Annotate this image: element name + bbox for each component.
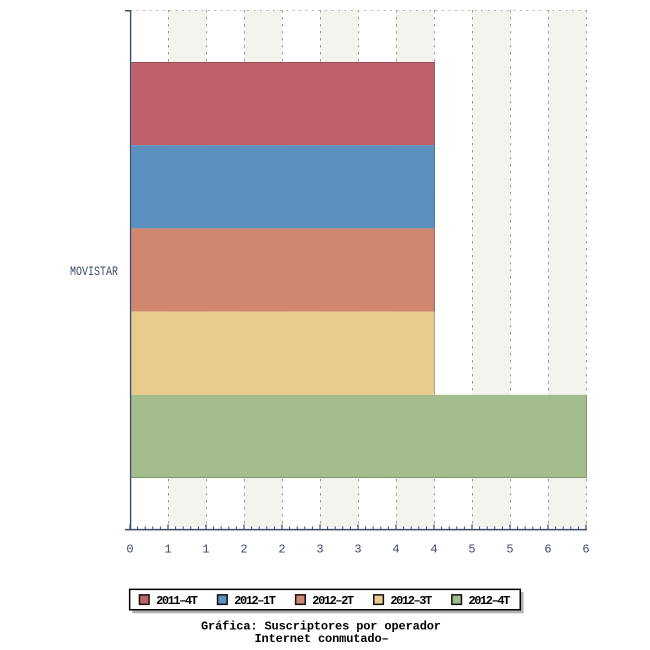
svg-text:4: 4: [392, 543, 399, 557]
svg-text:2: 2: [240, 543, 247, 557]
svg-text:1: 1: [164, 543, 171, 557]
svg-text:2: 2: [278, 543, 285, 557]
svg-text:5: 5: [468, 543, 475, 557]
svg-text:2012–4T: 2012–4T: [469, 594, 511, 608]
svg-text:2012–1T: 2012–1T: [234, 594, 276, 608]
svg-text:3: 3: [354, 543, 361, 557]
svg-text:Internet conmutado–: Internet conmutado–: [255, 632, 389, 646]
svg-text:MOVISTAR: MOVISTAR: [70, 264, 118, 279]
svg-text:2011–4T: 2011–4T: [156, 594, 198, 608]
svg-text:1: 1: [202, 543, 209, 557]
svg-text:6: 6: [582, 543, 589, 557]
svg-text:0: 0: [126, 543, 133, 557]
svg-text:Gráfica: Suscriptores por oper: Gráfica: Suscriptores por operador: [201, 619, 441, 633]
svg-text:4: 4: [430, 543, 437, 557]
svg-text:6: 6: [544, 543, 551, 557]
svg-text:3: 3: [316, 543, 323, 557]
svg-text:2012–2T: 2012–2T: [312, 594, 354, 608]
svg-text:5: 5: [506, 543, 513, 557]
svg-text:2012–3T: 2012–3T: [390, 594, 432, 608]
